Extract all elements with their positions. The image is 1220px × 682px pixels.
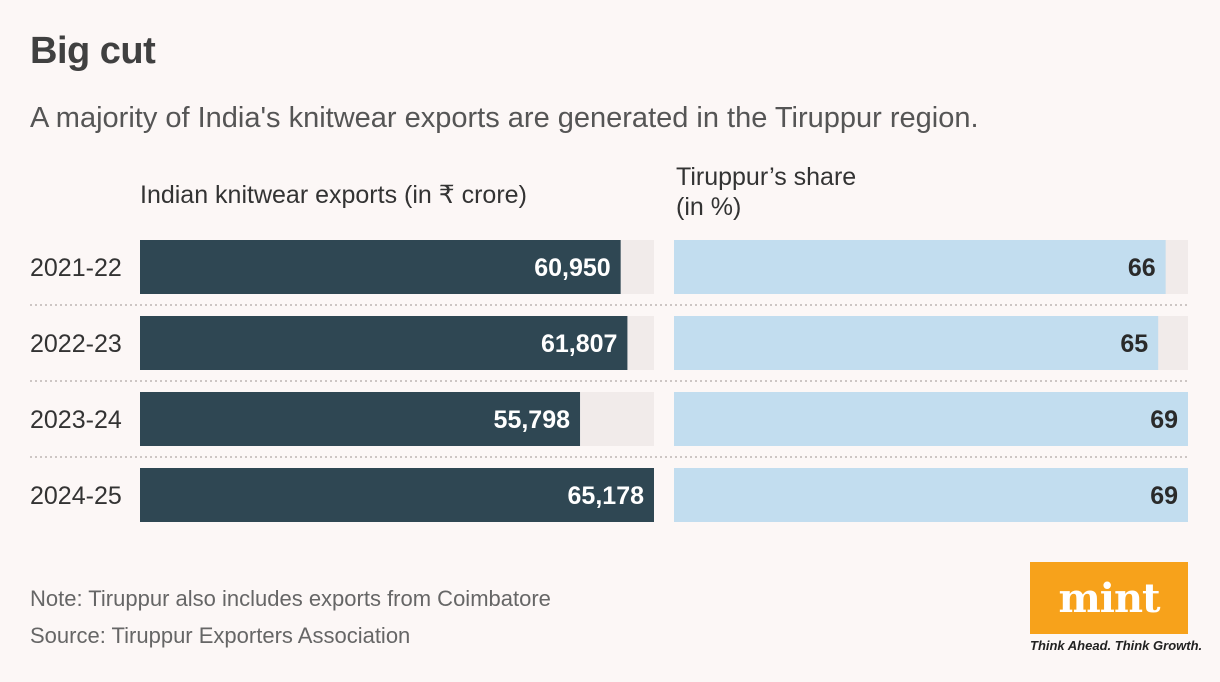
bar-chart: 2021-22 60,950 66 2022-23 61,807 65 2023-24 55,… (30, 240, 1188, 522)
mint-logo: mint (1030, 562, 1188, 634)
exports-value-label: 55,798 (494, 406, 571, 434)
exports-value-label: 65,178 (568, 482, 645, 510)
share-header-line2: (in %) (676, 193, 742, 221)
share-bar (674, 468, 1188, 522)
share-bar (674, 316, 1159, 370)
share-value-label: 69 (1150, 482, 1178, 510)
share-bar (674, 240, 1166, 294)
mint-tagline: Think Ahead. Think Growth. (1030, 638, 1203, 653)
category-label: 2021-22 (30, 254, 122, 282)
exports-column-header: Indian knitwear exports (in ₹ crore) (140, 181, 527, 209)
chart-note: Note: Tiruppur also includes exports fro… (30, 586, 551, 611)
share-header-line1: Tiruppur’s share (676, 163, 857, 191)
share-column-header: Tiruppur’s share (in %) (676, 162, 856, 222)
chart-source: Source: Tiruppur Exporters Association (30, 623, 411, 648)
share-value-label: 65 (1120, 330, 1148, 358)
chart-title: Big cut (30, 30, 156, 72)
share-value-label: 69 (1150, 406, 1178, 434)
exports-bar (140, 240, 621, 294)
exports-value-label: 60,950 (534, 254, 610, 282)
chart-subtitle: A majority of India's knitwear exports a… (30, 102, 979, 134)
category-label: 2022-23 (30, 330, 122, 358)
exports-bar (140, 392, 581, 446)
mint-logo-text: mint (1058, 574, 1160, 622)
category-label: 2024-25 (30, 482, 122, 510)
exports-bar (140, 316, 628, 370)
category-label: 2023-24 (30, 406, 122, 434)
exports-bar (140, 468, 654, 522)
share-bar (674, 392, 1188, 446)
exports-value-label: 61,807 (541, 330, 617, 358)
share-value-label: 66 (1128, 254, 1156, 282)
